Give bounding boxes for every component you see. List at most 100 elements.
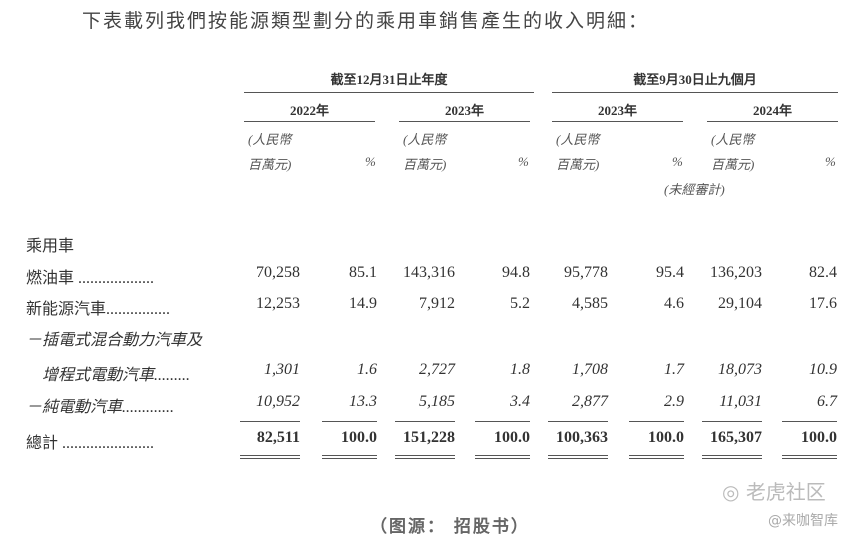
percent-label: % [825,154,836,169]
header-period-year: 截至12月31日止年度 [330,72,448,87]
row-label: －純電動汽車............. [26,399,175,416]
table-cell: 2,877 [572,393,608,410]
total-double-rule [702,455,762,456]
table-cell: 2.9 [664,393,684,410]
unit-label: 百萬元) [248,157,292,172]
table-cell: 3.4 [510,393,530,410]
divider [707,121,838,122]
percent-label: % [672,154,683,169]
percent-label: % [365,154,376,169]
total-double-rule [782,458,837,459]
total-double-rule [548,455,608,456]
section-label: 乘用車 [26,238,75,255]
unit-label: (人民幣 [403,132,447,147]
total-double-rule [475,458,530,459]
table-cell: 2,727 [419,361,455,378]
watermark-logo: ◎ 老虎社区 [722,480,826,504]
subtotal-rule [782,421,837,422]
tiger-logo-icon: ◎ [722,480,740,504]
table-cell: 100,363 [556,429,608,446]
total-double-rule [702,458,762,459]
total-double-rule [475,455,530,456]
table-cell: 82.4 [809,264,837,281]
table-cell: 100.0 [341,429,377,446]
divider [552,92,838,93]
table-cell: 95.4 [656,264,684,281]
year-header: 2022年 [289,103,329,118]
table-cell: 18,073 [718,361,762,378]
subtotal-rule [475,421,530,422]
unit-label: (人民幣 [248,132,292,147]
table-cell: 6.7 [817,393,837,410]
table-cell: 1,708 [572,361,608,378]
row-label: 燃油車 ................... [26,270,155,287]
table-cell: 70,258 [256,264,300,281]
total-double-rule [240,455,300,456]
divider [552,121,683,122]
divider [244,121,375,122]
watermark-handle: @来咖智库 [768,513,838,529]
table-cell: 100.0 [494,429,530,446]
table-cell: 29,104 [718,295,762,312]
percent-label: % [518,154,529,169]
row-label: 新能源汽車................ [26,301,171,318]
table-cell: 100.0 [648,429,684,446]
unit-label: 百萬元) [556,157,600,172]
total-double-rule [782,455,837,456]
year-header: 2024年 [752,103,792,118]
table-cell: 143,316 [403,264,455,281]
header-period-9m: 截至9月30日止九個月 [633,72,757,87]
table-cell: 7,912 [419,295,455,312]
table-cell: 11,031 [719,393,762,410]
table-cell: 10.9 [809,361,837,378]
subtotal-rule [548,421,608,422]
unaudited-label: (未經審計) [664,182,725,197]
subtotal-rule [629,421,684,422]
total-double-rule [395,455,455,456]
table-cell: 82,511 [256,429,300,446]
row-label: －插電式混合動力汽車及 [26,332,203,349]
table-cell: 151,228 [403,429,455,446]
total-double-rule [629,458,684,459]
total-double-rule [548,458,608,459]
table-cell: 165,307 [710,429,762,446]
unit-label: (人民幣 [556,132,600,147]
table-cell: 5.2 [510,295,530,312]
unit-label: (人民幣 [711,132,755,147]
subtotal-rule [240,421,300,422]
table-cell: 95,778 [564,264,608,281]
year-header: 2023年 [444,103,484,118]
divider [244,92,534,93]
unit-label: 百萬元) [711,157,755,172]
table-cell: 94.8 [502,264,530,281]
table-cell: 1.6 [357,361,377,378]
table-cell: 5,185 [419,393,455,410]
subtotal-rule [322,421,377,422]
table-cell: 12,253 [256,295,300,312]
row-label: 增程式電動汽車......... [42,367,191,384]
table-cell: 13.3 [349,393,377,410]
table-cell: 1.8 [510,361,530,378]
total-double-rule [629,455,684,456]
table-cell: 4,585 [572,295,608,312]
table-cell: 100.0 [801,429,837,446]
row-label: 總計 ....................... [26,435,155,452]
source-caption: （图源： 招股书） [370,517,530,537]
unit-label: 百萬元) [403,157,447,172]
year-header: 2023年 [597,103,637,118]
intro-text: 下表載列我們按能源類型劃分的乘用車銷售產生的收入明細： [82,11,650,32]
table-cell: 1.7 [664,361,684,378]
table-cell: 85.1 [349,264,377,281]
subtotal-rule [395,421,455,422]
total-double-rule [395,458,455,459]
table-cell: 136,203 [710,264,762,281]
table-cell: 10,952 [256,393,300,410]
table-cell: 4.6 [664,295,684,312]
subtotal-rule [702,421,762,422]
total-double-rule [240,458,300,459]
total-double-rule [322,455,377,456]
table-cell: 1,301 [264,361,300,378]
table-cell: 17.6 [809,295,837,312]
table-cell: 14.9 [349,295,377,312]
divider [399,121,530,122]
